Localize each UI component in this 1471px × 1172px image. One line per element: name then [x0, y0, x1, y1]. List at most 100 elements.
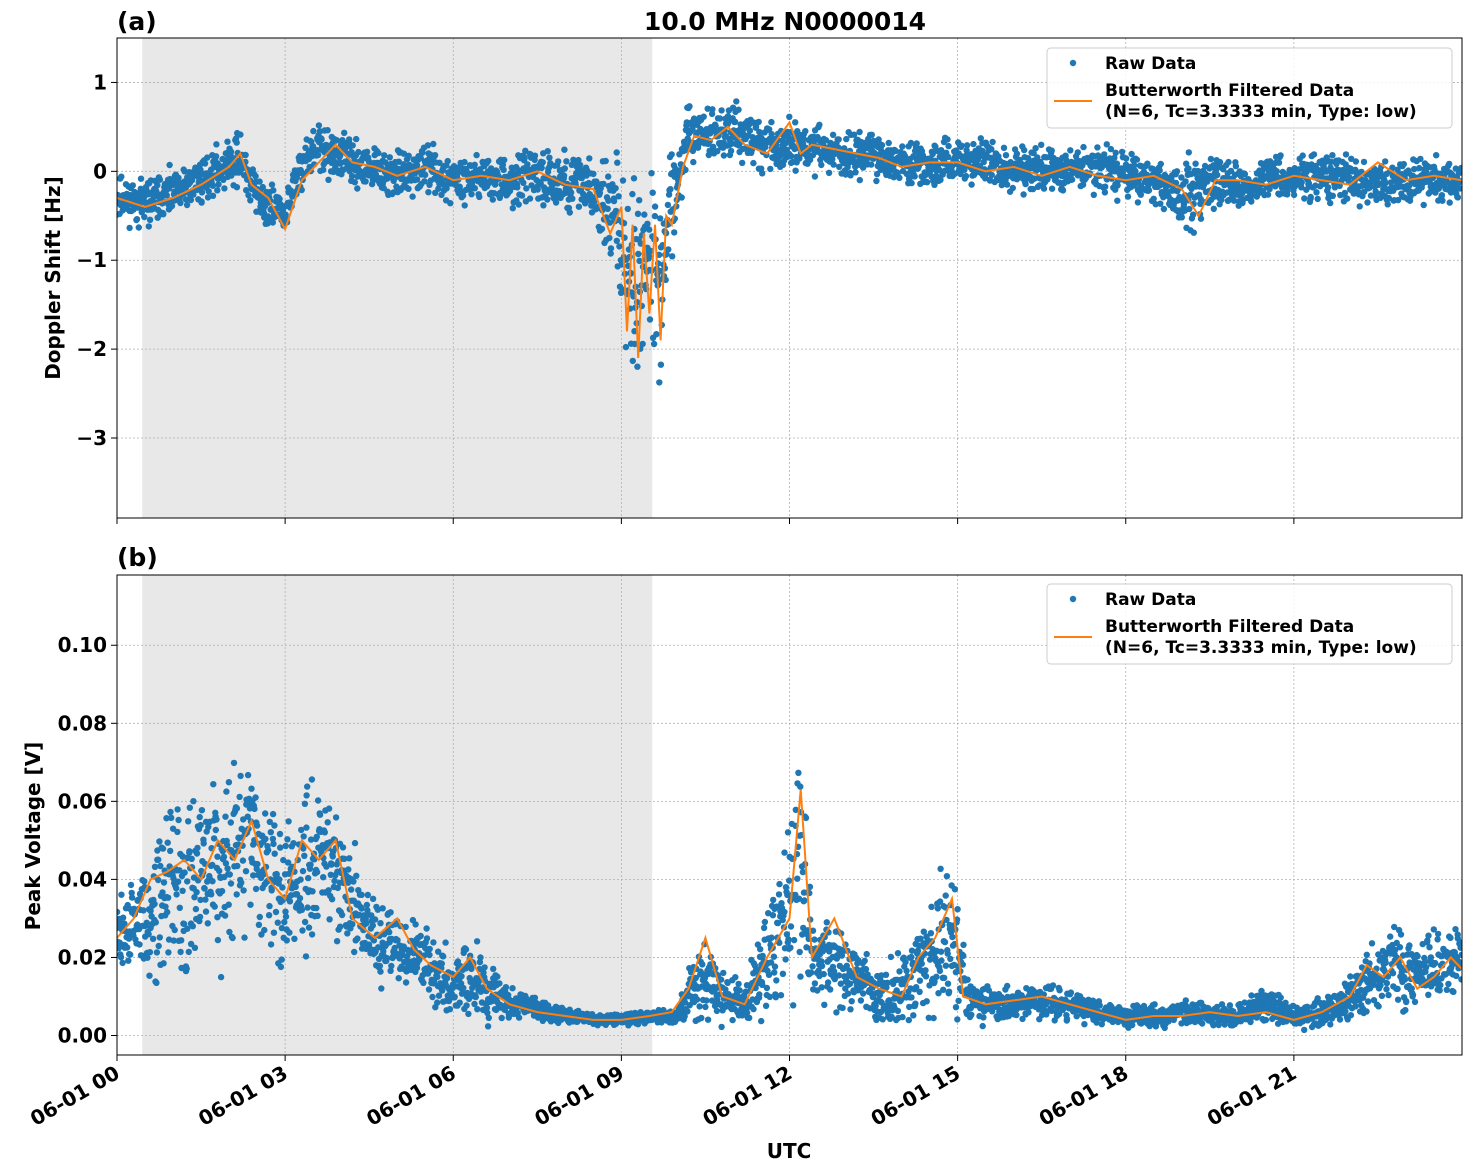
raw-data-point [423, 935, 431, 942]
raw-data-point [259, 183, 266, 191]
raw-data-point [197, 821, 204, 829]
raw-data-point [686, 103, 693, 110]
raw-data-point [159, 845, 167, 852]
raw-data-point [569, 195, 576, 202]
raw-data-point [770, 953, 778, 960]
raw-data-point [714, 148, 721, 155]
raw-data-point [1417, 155, 1424, 163]
raw-data-point [501, 156, 508, 164]
raw-data-point [212, 826, 219, 834]
raw-data-point [839, 1004, 846, 1012]
raw-data-point [1216, 158, 1224, 166]
raw-data-point [818, 984, 825, 991]
raw-data-point [422, 171, 429, 179]
raw-data-point [198, 807, 206, 814]
raw-data-point [215, 181, 222, 188]
raw-data-point [809, 963, 816, 970]
raw-data-point [622, 343, 630, 351]
raw-data-point [413, 161, 421, 169]
raw-data-point [425, 189, 432, 196]
raw-data-point [1048, 147, 1055, 154]
raw-data-point [409, 193, 416, 200]
raw-data-point [683, 119, 690, 126]
raw-data-point [205, 188, 212, 195]
raw-data-point [1094, 144, 1101, 151]
raw-data-point [1173, 168, 1181, 175]
raw-data-point [333, 137, 340, 144]
raw-data-point [759, 952, 766, 960]
shaded-region [142, 38, 653, 518]
raw-data-point [438, 960, 445, 967]
raw-data-point [602, 157, 609, 165]
raw-data-point [616, 243, 623, 250]
raw-data-point [233, 805, 241, 812]
raw-data-point [520, 179, 527, 186]
raw-data-point [325, 176, 332, 183]
raw-data-point [363, 148, 371, 155]
raw-data-point [1301, 195, 1308, 202]
raw-data-point [220, 853, 228, 861]
raw-data-point [237, 131, 244, 138]
raw-data-point [133, 216, 141, 223]
raw-data-point [782, 956, 789, 963]
raw-data-point [1446, 160, 1453, 168]
raw-data-point [1134, 199, 1142, 206]
raw-data-point [1131, 162, 1138, 169]
raw-data-point [566, 209, 573, 216]
raw-data-point [183, 201, 191, 209]
raw-data-point [771, 969, 778, 976]
raw-data-point [704, 105, 711, 112]
raw-data-point [156, 176, 164, 183]
raw-data-point [792, 167, 799, 174]
raw-data-point [696, 1003, 703, 1010]
raw-data-point [1290, 191, 1298, 199]
raw-data-point [762, 1002, 770, 1009]
raw-data-point [514, 184, 521, 191]
panel-label-a: (a) [117, 7, 157, 36]
raw-data-point [175, 174, 182, 182]
raw-data-point [646, 226, 653, 233]
raw-data-point [351, 179, 358, 186]
raw-data-point [1124, 193, 1132, 200]
raw-data-point [684, 1008, 691, 1015]
raw-data-point [786, 113, 793, 121]
raw-data-point [835, 972, 843, 979]
raw-data-point [164, 839, 171, 846]
raw-data-point [128, 894, 136, 901]
raw-data-point [1157, 200, 1164, 207]
raw-data-point [149, 935, 157, 942]
raw-data-point [224, 138, 231, 145]
raw-data-point [196, 813, 203, 821]
raw-data-point [825, 169, 833, 176]
raw-data-point [586, 155, 593, 162]
raw-data-point [1277, 152, 1284, 159]
raw-data-point [713, 1007, 721, 1015]
raw-data-point [188, 855, 195, 862]
raw-data-point [309, 888, 316, 895]
raw-data-point [667, 186, 674, 193]
raw-data-point [1439, 197, 1446, 204]
raw-data-point [187, 196, 195, 204]
raw-data-point [908, 179, 915, 187]
raw-data-point [242, 151, 249, 159]
raw-data-point [358, 891, 365, 898]
raw-data-point [786, 877, 793, 884]
raw-data-point [827, 986, 834, 993]
raw-data-point [755, 118, 762, 126]
raw-data-point [339, 844, 347, 851]
raw-data-point [192, 905, 200, 913]
raw-data-point [463, 1002, 470, 1009]
raw-data-point [270, 929, 278, 936]
raw-data-point [308, 776, 316, 783]
raw-data-point [324, 127, 331, 134]
raw-data-point [1182, 178, 1189, 185]
raw-data-point [405, 152, 412, 159]
raw-data-point [690, 158, 697, 166]
raw-data-point [768, 934, 775, 941]
raw-data-point [168, 202, 176, 210]
raw-data-point [307, 861, 314, 868]
raw-data-point [760, 924, 768, 932]
raw-data-point [349, 142, 356, 149]
raw-data-point [824, 979, 832, 986]
raw-data-point [314, 912, 321, 919]
